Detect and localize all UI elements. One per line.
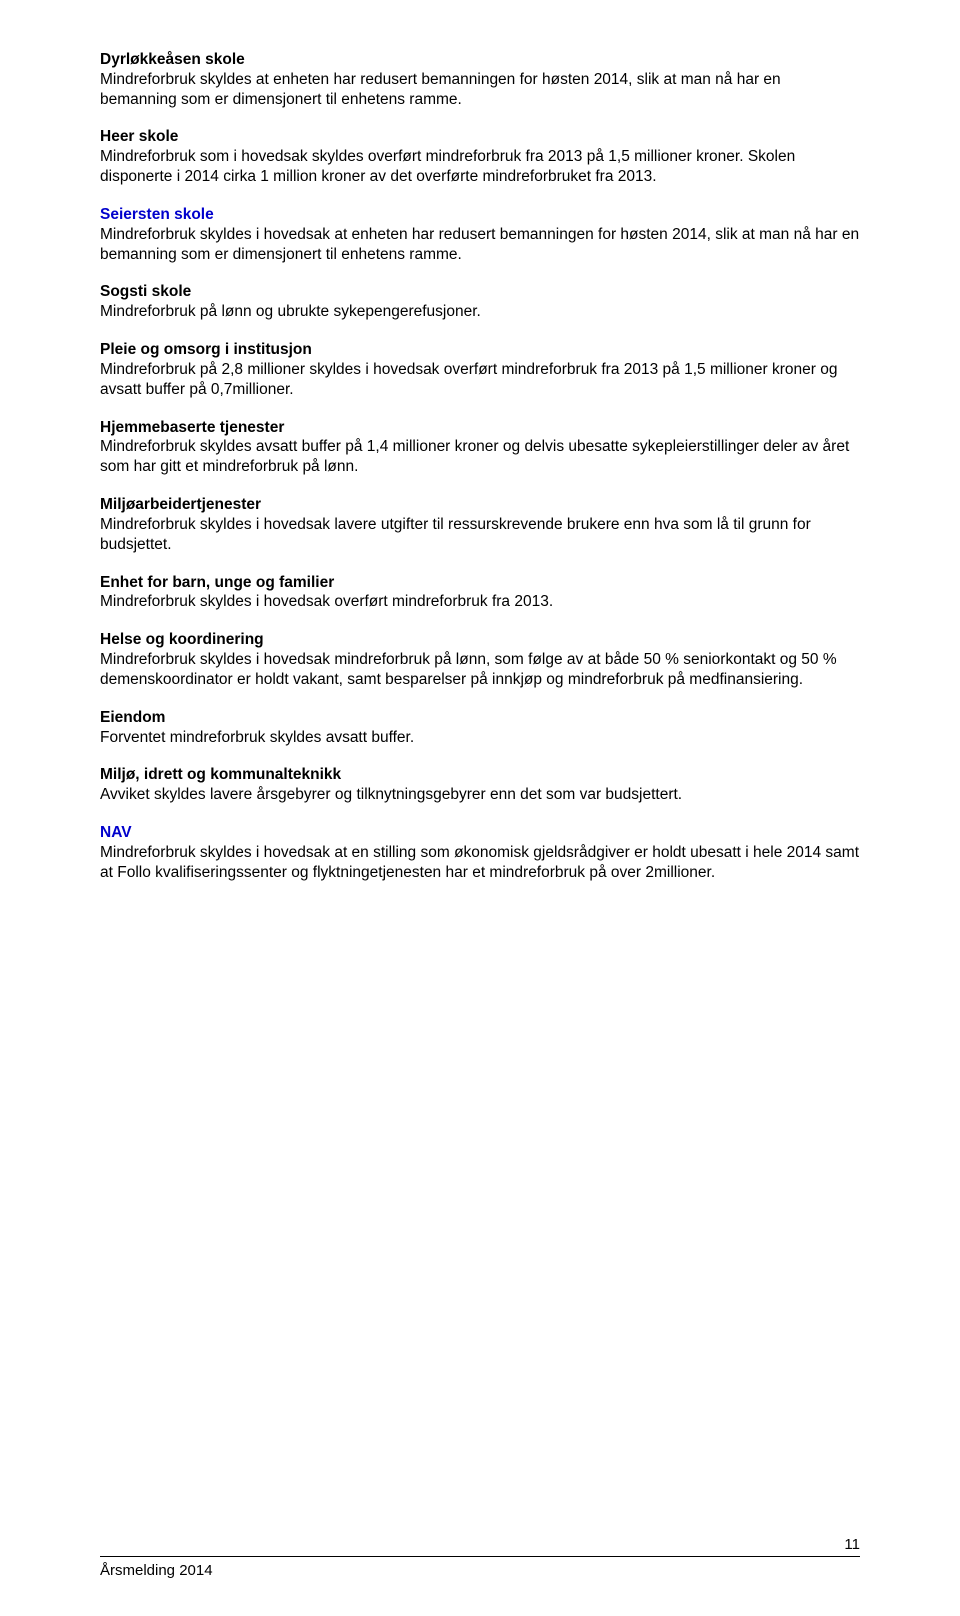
section-heading: Miljøarbeidertjenester (100, 495, 860, 515)
section-heading: Seiersten skole (100, 205, 860, 225)
section: Helse og koordineringMindreforbruk skyld… (100, 630, 860, 689)
section: Enhet for barn, unge og familierMindrefo… (100, 573, 860, 613)
section-heading: Heer skole (100, 127, 860, 147)
section-body: Mindreforbruk på 2,8 millioner skyldes i… (100, 360, 860, 400)
section-body: Mindreforbruk skyldes i hovedsak overfør… (100, 592, 860, 612)
page-number: 11 (844, 1535, 860, 1554)
footer: Årsmelding 2014 (100, 1556, 860, 1580)
section-body: Mindreforbruk skyldes i hovedsak mindref… (100, 650, 860, 690)
section: Dyrløkkeåsen skoleMindreforbruk skyldes … (100, 50, 860, 109)
section: Pleie og omsorg i institusjonMindreforbr… (100, 340, 860, 399)
footer-label: Årsmelding 2014 (100, 1561, 860, 1580)
section: Heer skoleMindreforbruk som i hovedsak s… (100, 127, 860, 186)
section-heading: Dyrløkkeåsen skole (100, 50, 860, 70)
section: EiendomForventet mindreforbruk skyldes a… (100, 708, 860, 748)
section-body: Mindreforbruk skyldes i hovedsak at en s… (100, 843, 860, 883)
section-heading: Eiendom (100, 708, 860, 728)
section: Miljø, idrett og kommunalteknikkAvviket … (100, 765, 860, 805)
section: Hjemmebaserte tjenesterMindreforbruk sky… (100, 418, 860, 477)
section-body: Mindreforbruk som i hovedsak skyldes ove… (100, 147, 860, 187)
section: NAVMindreforbruk skyldes i hovedsak at e… (100, 823, 860, 882)
section-heading: Helse og koordinering (100, 630, 860, 650)
section-body: Mindreforbruk skyldes i hovedsak at enhe… (100, 225, 860, 265)
section-heading: Hjemmebaserte tjenester (100, 418, 860, 438)
section-heading: Enhet for barn, unge og familier (100, 573, 860, 593)
section-body: Mindreforbruk skyldes at enheten har red… (100, 70, 860, 110)
section-body: Avviket skyldes lavere årsgebyrer og til… (100, 785, 860, 805)
section-heading: Pleie og omsorg i institusjon (100, 340, 860, 360)
section: Seiersten skoleMindreforbruk skyldes i h… (100, 205, 860, 264)
section-body: Mindreforbruk på lønn og ubrukte sykepen… (100, 302, 860, 322)
section-body: Mindreforbruk skyldes i hovedsak lavere … (100, 515, 860, 555)
section-body: Forventet mindreforbruk skyldes avsatt b… (100, 728, 860, 748)
section-heading: NAV (100, 823, 860, 843)
section: Sogsti skoleMindreforbruk på lønn og ubr… (100, 282, 860, 322)
document-content: Dyrløkkeåsen skoleMindreforbruk skyldes … (100, 50, 860, 883)
section: MiljøarbeidertjenesterMindreforbruk skyl… (100, 495, 860, 554)
footer-rule (100, 1556, 860, 1557)
section-heading: Miljø, idrett og kommunalteknikk (100, 765, 860, 785)
section-heading: Sogsti skole (100, 282, 860, 302)
section-body: Mindreforbruk skyldes avsatt buffer på 1… (100, 437, 860, 477)
